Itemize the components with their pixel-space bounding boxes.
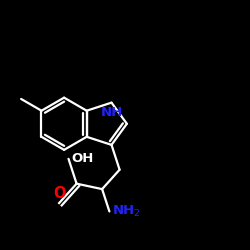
Text: NH$_2$: NH$_2$: [112, 204, 141, 219]
Text: OH: OH: [72, 152, 94, 165]
Text: NH: NH: [100, 106, 123, 118]
Text: O: O: [53, 186, 65, 201]
